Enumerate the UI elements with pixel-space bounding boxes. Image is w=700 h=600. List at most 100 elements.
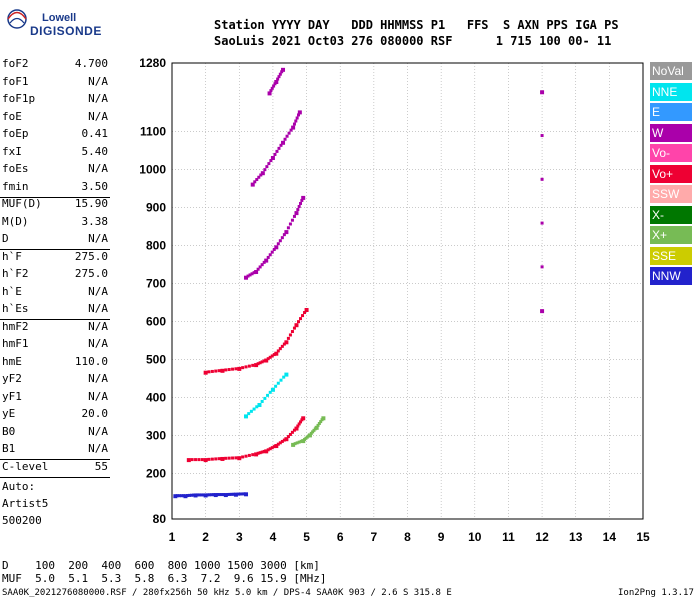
autoscaling-label: Auto: [2, 480, 36, 493]
data-point [265, 165, 269, 169]
data-point [251, 363, 255, 367]
data-point [260, 360, 264, 364]
data-point [196, 493, 200, 497]
x-tick-label: 2 [202, 530, 209, 544]
data-point [266, 393, 270, 397]
data-point [290, 430, 294, 434]
data-point [258, 265, 262, 269]
legend-item-nne: NNE [650, 82, 692, 101]
data-point [294, 323, 299, 328]
y-tick-label: 80 [153, 512, 167, 526]
param-value: 15.90 [74, 197, 108, 210]
param-name: C-level [2, 459, 49, 473]
param-row-h-es: h`Es N/A [2, 302, 108, 319]
param-name: hmE [2, 354, 22, 368]
autoscaling-code: 500200 [2, 514, 42, 527]
data-point [254, 270, 259, 274]
param-value: 110.0 [74, 354, 108, 368]
data-point [299, 439, 303, 443]
param-row-fof1p: foF1p N/A [2, 92, 108, 109]
data-point [252, 407, 256, 411]
data-point [274, 245, 279, 250]
data-point [193, 493, 198, 498]
data-point [270, 250, 274, 254]
data-point [223, 493, 228, 498]
header-row-labels: Station YYYY DAY DDD HHMMSS P1 FFS S AXN… [214, 18, 619, 32]
data-point [185, 494, 189, 498]
x-tick-label: 13 [569, 530, 583, 544]
ionogram-chart: 1 2 3 4 5 6 7 8 9 10 11 12 13 14 158020030040050060070… [139, 56, 650, 544]
data-point [273, 152, 277, 156]
data-point [208, 493, 212, 497]
legend-item-w: W [650, 123, 692, 142]
data-point [207, 457, 211, 461]
x-tick-label: 9 [438, 530, 445, 544]
data-point [198, 493, 202, 497]
data-point [237, 366, 242, 371]
data-point [216, 493, 220, 497]
data-point [224, 456, 228, 460]
data-point [233, 492, 238, 497]
x-tick-label: 6 [337, 530, 344, 544]
data-point [217, 457, 221, 461]
data-point [228, 492, 232, 496]
param-name: fmin [2, 179, 29, 193]
data-point [287, 131, 291, 135]
data-point [203, 458, 208, 463]
data-point [309, 431, 313, 435]
data-point [540, 265, 544, 269]
x-tick-label: 14 [603, 530, 617, 544]
data-point [292, 214, 296, 218]
data-point [290, 330, 294, 334]
data-point [210, 369, 214, 373]
data-point [240, 492, 244, 496]
data-point [303, 311, 307, 315]
data-point [183, 494, 188, 499]
data-point [291, 125, 296, 130]
param-name: h`E [2, 284, 22, 298]
data-point [231, 367, 235, 371]
param-separator [0, 249, 110, 250]
data-point [292, 428, 296, 432]
data-point [255, 405, 259, 409]
data-point [177, 494, 181, 498]
param-row-b0: B0 N/A [2, 425, 108, 442]
data-point [226, 492, 230, 496]
param-row-fmin: fmin 3.50 [2, 180, 108, 197]
data-point [213, 493, 218, 498]
data-point [288, 222, 292, 226]
data-point [278, 441, 282, 445]
data-point [281, 67, 286, 72]
legend-item-e: E [650, 103, 692, 121]
data-point [254, 363, 259, 368]
data-point [282, 375, 286, 379]
footer-file-info: SAA0K_2021276080000.RSF / 280fx256h 50 k… [2, 588, 452, 598]
data-point [301, 314, 305, 318]
plot-frame [171, 62, 644, 520]
data-point [258, 361, 262, 365]
data-point [289, 128, 293, 132]
data-point [297, 205, 301, 209]
data-point [272, 84, 276, 88]
data-point [294, 211, 299, 216]
param-separator [0, 319, 110, 320]
data-point [307, 433, 312, 438]
data-point [276, 442, 280, 446]
data-point [276, 349, 280, 353]
data-point [278, 347, 282, 351]
data-point [255, 178, 259, 182]
data-point [540, 134, 544, 138]
data-point [220, 493, 224, 497]
data-point [292, 326, 296, 330]
x-tick-label: 10 [468, 530, 482, 544]
data-point [175, 494, 179, 498]
param-name: yF1 [2, 389, 22, 403]
param-name: foF1p [2, 92, 36, 105]
data-point [220, 456, 225, 461]
data-point [296, 208, 300, 212]
data-point [258, 451, 262, 455]
x-tick-label: 4 [270, 530, 277, 544]
data-point [279, 143, 283, 147]
data-point [187, 493, 191, 497]
y-tick-label: 1280 [139, 56, 166, 70]
